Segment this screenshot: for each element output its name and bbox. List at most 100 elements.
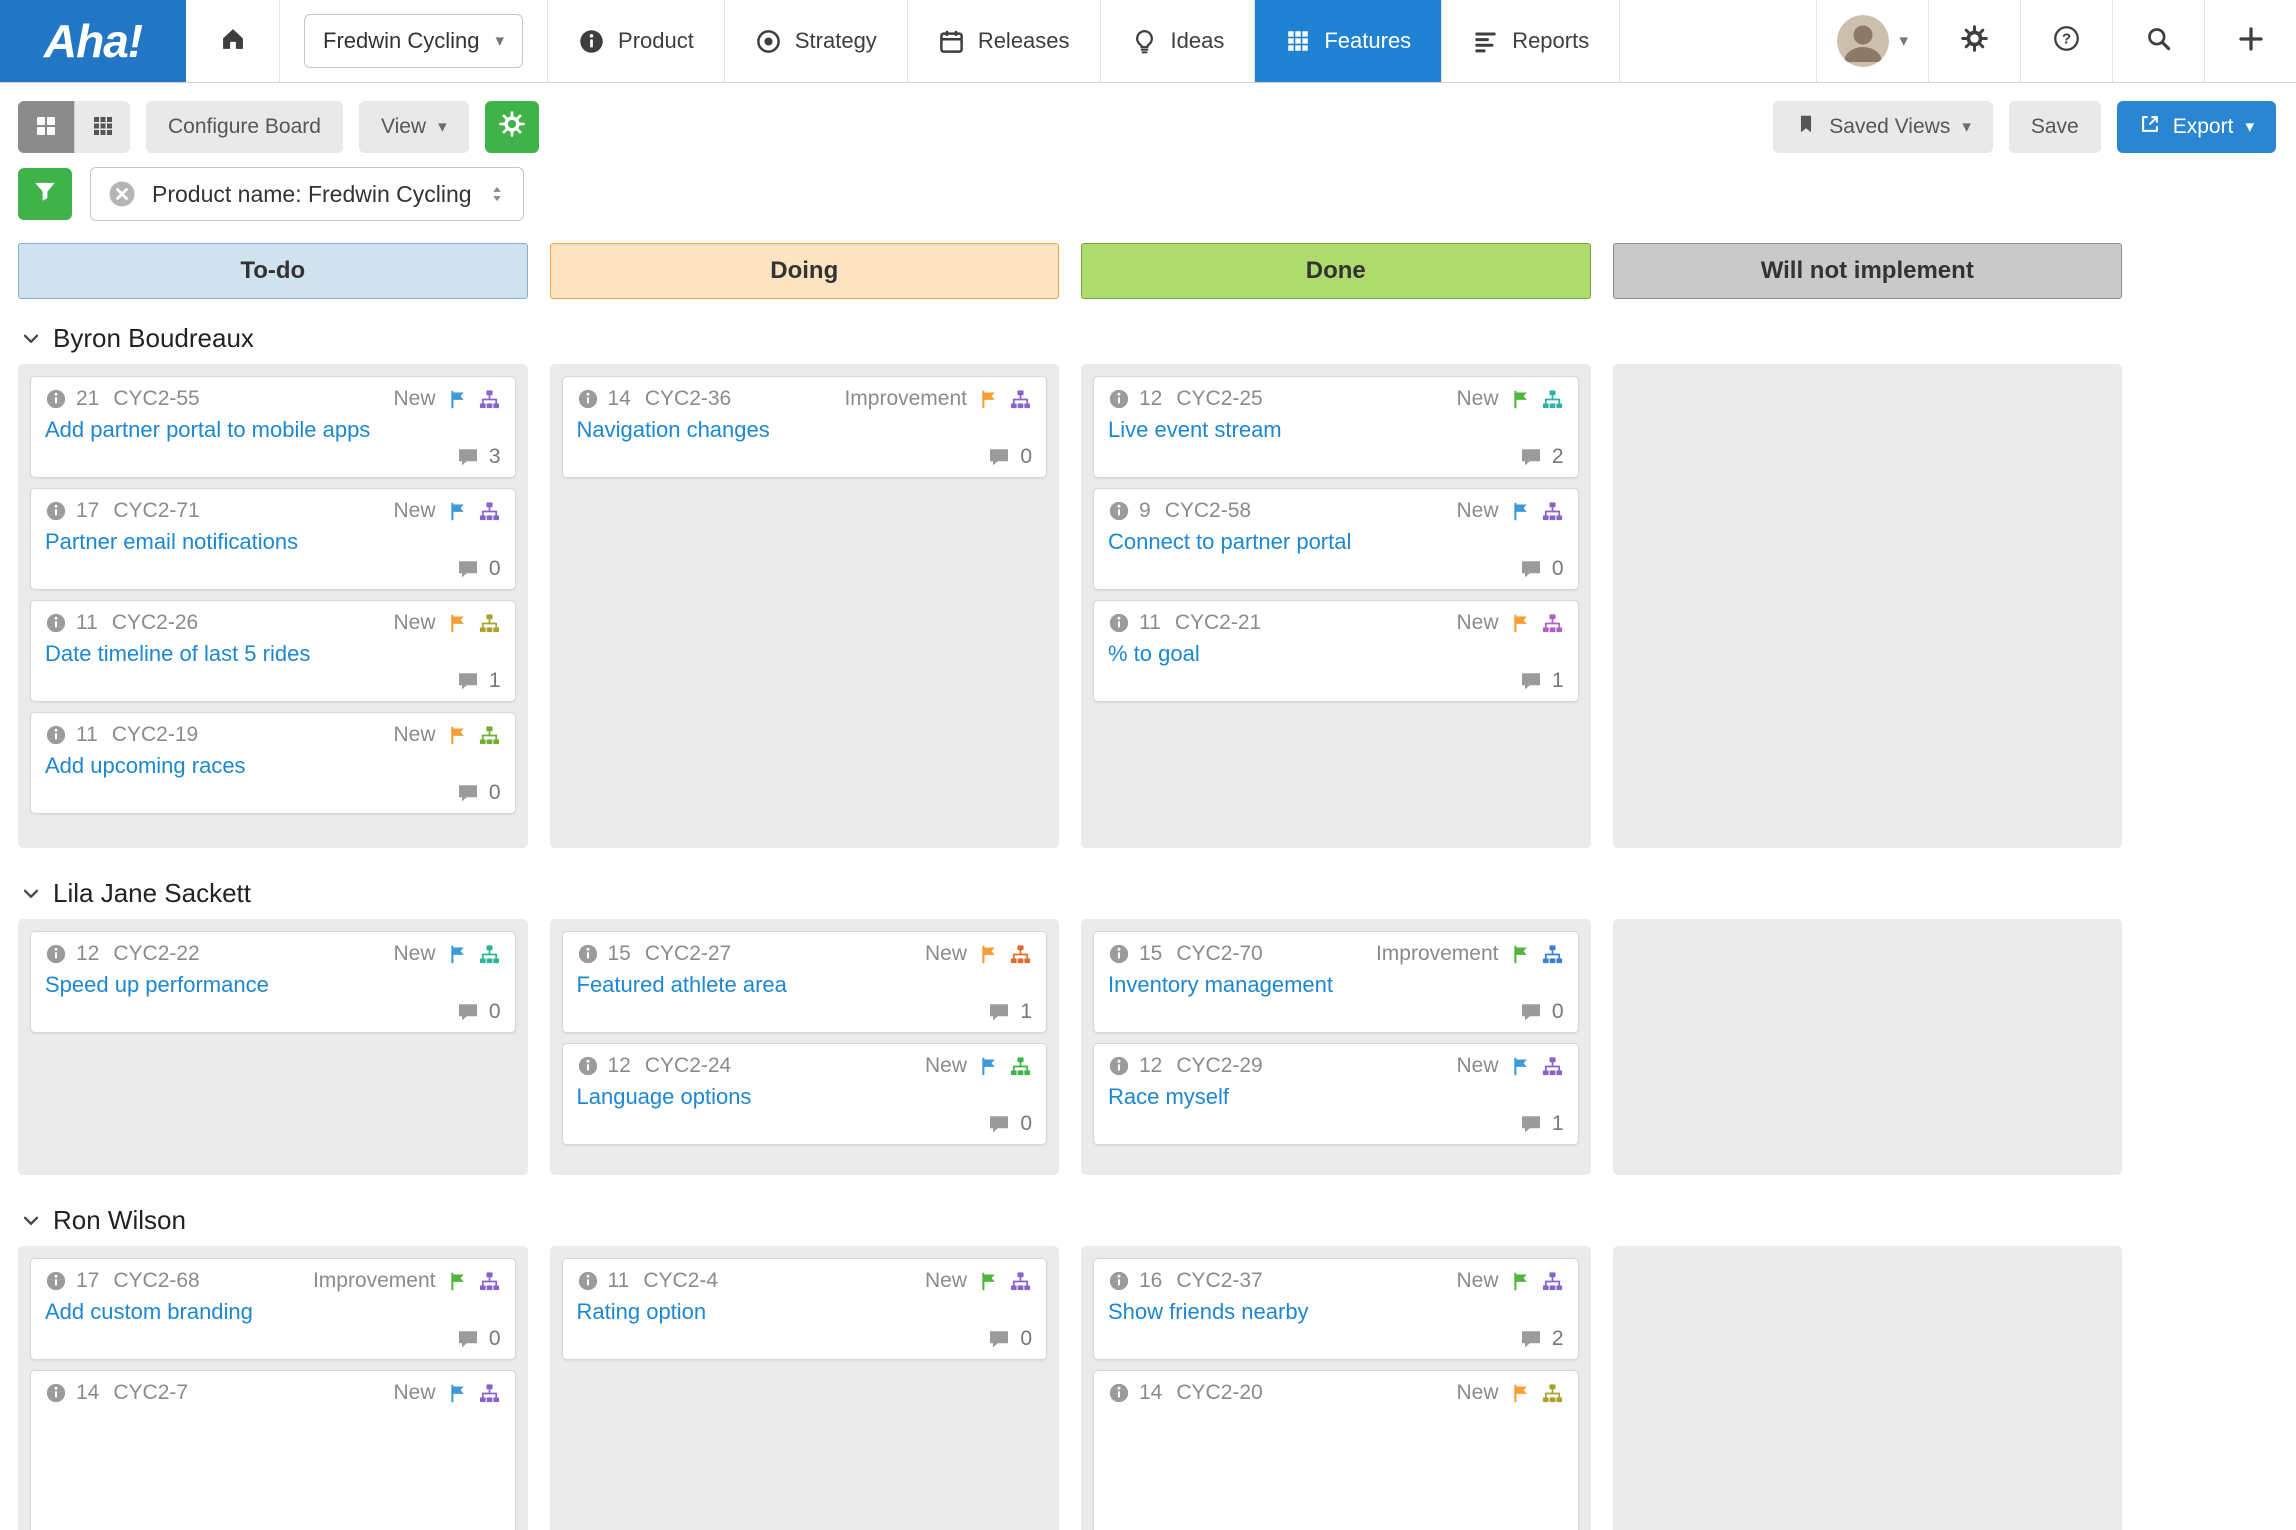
feature-type: New	[924, 1054, 967, 1077]
feature-title-link[interactable]: Add upcoming races	[45, 753, 246, 778]
feature-card[interactable]: 17 CYC2-68 Improvement Add custom branding 0	[30, 1258, 516, 1360]
feature-card[interactable]: 12 CYC2-29 New Race myself 1	[1093, 1043, 1579, 1145]
grid-icon	[1285, 28, 1311, 54]
chevron-down-icon[interactable]	[20, 883, 42, 905]
settings-button[interactable]	[1928, 0, 2020, 82]
filter-button[interactable]	[18, 168, 72, 220]
feature-card[interactable]: 14 CYC2-36 Improvement Navigation changes 0	[561, 376, 1047, 478]
column-header-will-not-implement[interactable]: Will not implement	[1612, 243, 2122, 299]
configure-board-button[interactable]: Configure Board	[146, 101, 343, 153]
feature-card[interactable]: 21 CYC2-55 New Add partner portal to mobile…	[30, 376, 516, 478]
card-footer: 0	[45, 1327, 501, 1351]
feature-card[interactable]: 12 CYC2-24 New Language options 0	[561, 1043, 1047, 1145]
feature-title-link[interactable]: Live event stream	[1108, 417, 1282, 442]
view-button[interactable]: View ▾	[358, 101, 469, 153]
search-button[interactable]	[2112, 0, 2204, 82]
feature-title-link[interactable]: Featured athlete area	[576, 972, 787, 997]
comment-icon	[456, 445, 480, 469]
help-button[interactable]: ?	[2020, 0, 2112, 82]
feature-title-link[interactable]: Connect to partner portal	[1108, 529, 1352, 554]
chevron-down-icon[interactable]	[20, 328, 42, 350]
chevron-down-icon[interactable]	[20, 1210, 42, 1232]
feature-title-link[interactable]: Inventory management	[1108, 972, 1334, 997]
nav-item-releases[interactable]: Releases	[908, 0, 1101, 82]
feature-card[interactable]: 15 CYC2-70 Improvement Inventory management…	[1093, 931, 1579, 1033]
feature-type: New	[924, 1269, 967, 1292]
swimlane-row: 17 CYC2-68 Improvement Add custom branding 0…	[18, 1246, 2122, 1530]
score-value: 14	[607, 387, 631, 410]
column-header-doing[interactable]: Doing	[549, 243, 1059, 299]
comment-count: 0	[1020, 445, 1032, 468]
nav-item-product[interactable]: Product	[548, 0, 725, 82]
filter-pill-text: Product name: Fredwin Cycling	[152, 180, 472, 207]
feature-title-link[interactable]: Navigation changes	[576, 417, 770, 442]
column-header-done[interactable]: Done	[1081, 243, 1591, 299]
feature-title-link[interactable]: Show friends nearby	[1108, 1299, 1309, 1324]
grid-view-button[interactable]	[74, 101, 130, 153]
feature-title-link[interactable]: Add custom branding	[45, 1299, 253, 1324]
nav-item-reports[interactable]: Reports	[1442, 0, 1621, 82]
kanban-board: Byron Boudreaux 21 CYC2-55 New Add partner p…	[18, 323, 2122, 1530]
feature-card[interactable]: 14 CYC2-7 New	[30, 1370, 516, 1530]
feature-card[interactable]: 11 CYC2-21 New % to goal 1	[1093, 600, 1579, 702]
user-menu[interactable]: ▾	[1816, 0, 1928, 82]
flag-icon	[448, 389, 469, 410]
board-settings-button[interactable]	[484, 101, 539, 153]
swimlane-row: 12 CYC2-22 New Speed up performance 0 15 CYC2-…	[18, 919, 2122, 1175]
feature-card[interactable]: 11 CYC2-26 New Date timeline of last 5 ride…	[30, 600, 516, 702]
add-button[interactable]	[2204, 0, 2296, 82]
filter-pill[interactable]: Product name: Fredwin Cycling	[90, 167, 524, 221]
comment-count: 0	[488, 781, 501, 804]
feature-card[interactable]: 16 CYC2-37 New Show friends nearby 2	[1093, 1258, 1579, 1360]
feature-id: CYC2-7	[113, 1381, 189, 1404]
flag-icon	[1511, 613, 1532, 634]
nav-item-features[interactable]: Features	[1255, 0, 1443, 82]
feature-title-link[interactable]: Language options	[576, 1084, 752, 1109]
score-value: 11	[76, 611, 98, 634]
feature-card[interactable]: 14 CYC2-20 New	[1093, 1370, 1579, 1530]
feature-title-link[interactable]: Partner email notifications	[45, 529, 299, 554]
feature-title-link[interactable]: % to goal	[1108, 641, 1200, 666]
save-button[interactable]: Save	[2008, 101, 2101, 153]
aha-logo[interactable]: Aha!	[0, 0, 186, 82]
feature-card[interactable]: 9 CYC2-58 New Connect to partner portal 0	[1093, 488, 1579, 590]
comment-icon	[1519, 1112, 1543, 1136]
feature-card[interactable]: 12 CYC2-22 New Speed up performance 0	[30, 931, 516, 1033]
swimlane-header[interactable]: Lila Jane Sackett	[20, 878, 2120, 909]
feature-title-link[interactable]: Speed up performance	[45, 972, 269, 997]
remove-filter-icon[interactable]	[107, 179, 137, 209]
nav-item-strategy[interactable]: Strategy	[725, 0, 908, 82]
card-top-row: 14 CYC2-36 Improvement	[577, 387, 1033, 411]
feature-title-link[interactable]: Add partner portal to mobile apps	[45, 417, 371, 442]
feature-card[interactable]: 17 CYC2-71 New Partner email notifications 0	[30, 488, 516, 590]
card-footer: 3	[45, 445, 501, 469]
view-button-label: View	[380, 115, 427, 138]
column-header-todo[interactable]: To-do	[18, 243, 528, 299]
card-view-button[interactable]	[18, 101, 74, 153]
saved-views-button[interactable]: Saved Views ▾	[1773, 101, 1993, 153]
feature-title-link[interactable]: Race myself	[1108, 1084, 1230, 1109]
bookmark-icon	[1795, 113, 1817, 141]
flag-icon	[979, 1271, 1000, 1292]
feature-card[interactable]: 15 CYC2-27 New Featured athlete area 1	[561, 931, 1047, 1033]
feature-card[interactable]: 12 CYC2-25 New Live event stream 2	[1093, 376, 1579, 478]
feature-type: New	[1456, 1381, 1499, 1404]
feature-card[interactable]: 11 CYC2-19 New Add upcoming races 0	[30, 712, 516, 814]
hierarchy-icon	[1541, 1382, 1564, 1405]
swimlane-name: Ron Wilson	[53, 1205, 186, 1235]
swimlane-header[interactable]: Ron Wilson	[20, 1205, 2120, 1236]
feature-card[interactable]: 11 CYC2-4 New Rating option 0	[561, 1258, 1047, 1360]
nav-item-ideas[interactable]: Ideas	[1101, 0, 1256, 82]
feature-title-link[interactable]: Rating option	[576, 1299, 707, 1324]
comment-icon	[1519, 1000, 1543, 1024]
home-button[interactable]	[186, 0, 280, 82]
product-selector-value: Fredwin Cycling	[323, 28, 480, 53]
score-icon	[1108, 388, 1130, 410]
card-top-row: 14 CYC2-7 New	[45, 1381, 501, 1405]
swimlane-header[interactable]: Byron Boudreaux	[20, 323, 2120, 354]
export-button[interactable]: Export ▾	[2116, 101, 2276, 153]
gear-icon	[498, 111, 525, 143]
feature-title-link[interactable]: Date timeline of last 5 rides	[45, 641, 311, 666]
product-selector[interactable]: Fredwin Cycling ▾	[304, 14, 524, 68]
card-footer: 0	[45, 781, 501, 805]
